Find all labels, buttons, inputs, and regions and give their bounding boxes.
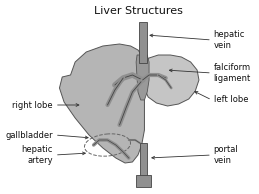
- Text: falciform
ligament: falciform ligament: [214, 63, 251, 83]
- FancyBboxPatch shape: [139, 22, 147, 63]
- Polygon shape: [143, 55, 199, 106]
- Text: Liver Structures: Liver Structures: [95, 6, 183, 16]
- Text: portal
vein: portal vein: [214, 145, 239, 165]
- FancyBboxPatch shape: [140, 143, 147, 185]
- Polygon shape: [60, 44, 145, 163]
- Text: gallbladder: gallbladder: [5, 131, 53, 139]
- Text: right lobe: right lobe: [12, 100, 53, 109]
- Polygon shape: [136, 55, 149, 100]
- FancyBboxPatch shape: [136, 175, 151, 187]
- Text: hepatic
artery: hepatic artery: [21, 145, 53, 165]
- Text: hepatic
vein: hepatic vein: [214, 30, 245, 50]
- Text: left lobe: left lobe: [214, 95, 248, 105]
